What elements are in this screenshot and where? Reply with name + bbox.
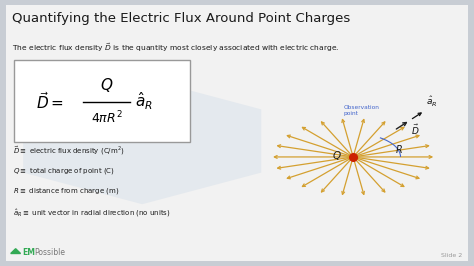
Text: $Q \equiv$ total charge of point (C): $Q \equiv$ total charge of point (C) [13,166,115,176]
Text: $\hat{a}_R \equiv$ unit vector in radial direction (no units): $\hat{a}_R \equiv$ unit vector in radial… [13,207,171,219]
Text: The electric flux density $\vec{D}$ is the quantity most closely associated with: The electric flux density $\vec{D}$ is t… [12,41,339,54]
Polygon shape [23,78,261,204]
Text: $\vec{D}=$: $\vec{D}=$ [36,91,64,112]
FancyBboxPatch shape [6,5,468,261]
Text: EM: EM [22,248,35,257]
Text: Slide 2: Slide 2 [441,253,462,258]
Text: $Q$: $Q$ [100,76,113,94]
Text: Observation
point: Observation point [344,105,380,116]
Text: $\vec{D} \equiv$ electric flux density $(\mathrm{C/m^2})$: $\vec{D} \equiv$ electric flux density $… [13,145,125,157]
Text: $Q$: $Q$ [331,149,341,162]
FancyBboxPatch shape [14,60,190,142]
Text: $R \equiv$ distance from charge (m): $R \equiv$ distance from charge (m) [13,186,119,197]
Text: Possible: Possible [35,248,65,257]
Text: $R$: $R$ [395,143,403,155]
Text: $\hat{a}_R$: $\hat{a}_R$ [426,95,438,109]
Text: $\hat{a}_R$: $\hat{a}_R$ [135,91,153,113]
Text: $\vec{D}$: $\vec{D}$ [411,123,419,137]
Text: Quantifying the Electric Flux Around Point Charges: Quantifying the Electric Flux Around Poi… [12,12,350,25]
Text: $4\pi R^2$: $4\pi R^2$ [91,110,122,126]
